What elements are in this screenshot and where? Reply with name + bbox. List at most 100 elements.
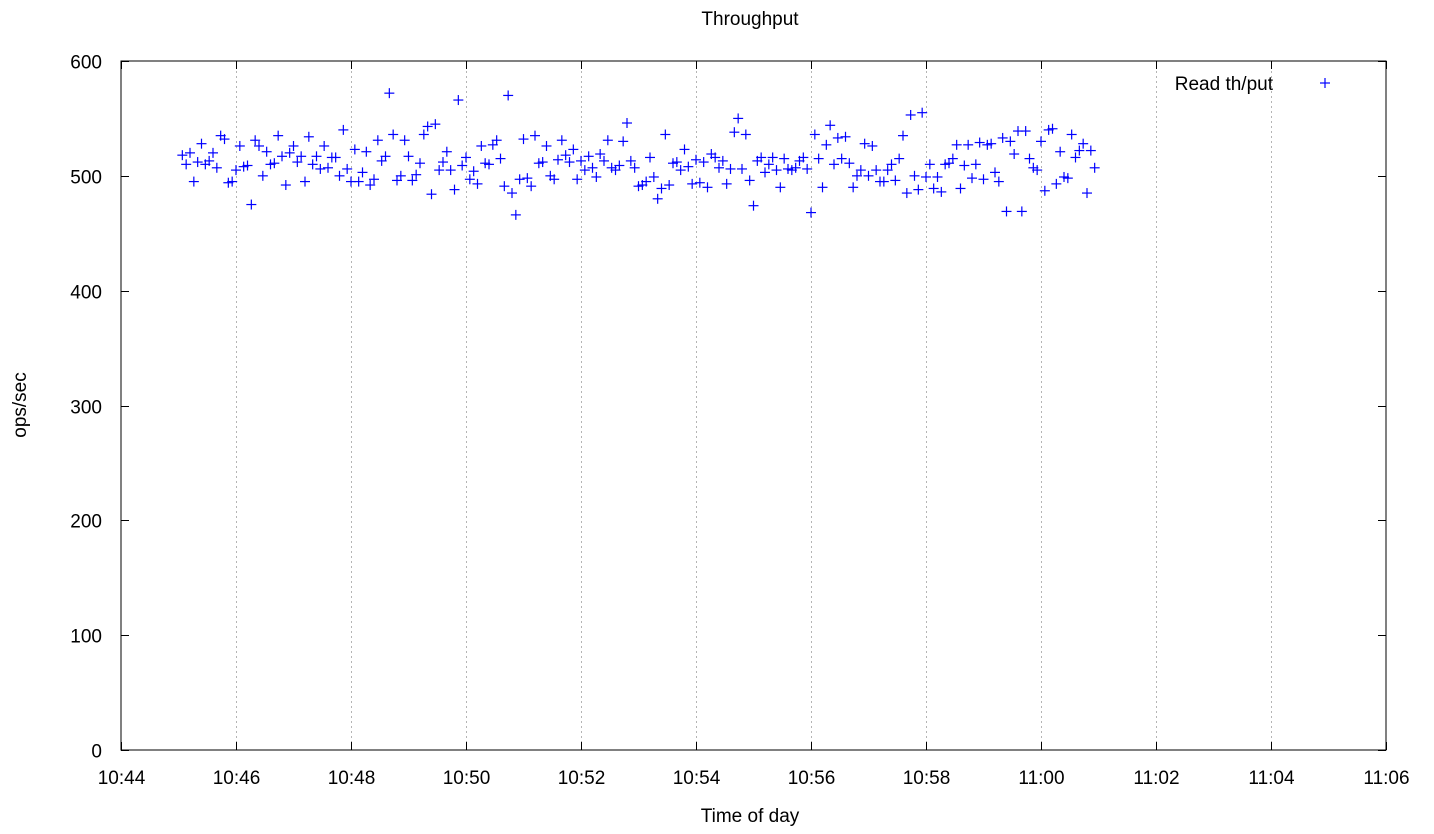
data-point xyxy=(1024,153,1035,164)
data-point xyxy=(898,130,908,141)
data-point xyxy=(208,147,218,158)
data-point xyxy=(269,158,280,169)
plot-frame xyxy=(120,60,1387,751)
data-point xyxy=(380,151,391,162)
data-point xyxy=(832,132,843,143)
data-point xyxy=(698,157,709,168)
data-point xyxy=(361,146,372,157)
data-point xyxy=(710,152,721,163)
data-point xyxy=(204,155,215,166)
data-point xyxy=(691,154,701,165)
data-point xyxy=(303,131,314,142)
data-point xyxy=(579,165,590,176)
y-axis-label: ops/sec xyxy=(10,372,31,437)
data-point xyxy=(242,160,253,171)
data-point xyxy=(441,146,452,157)
data-point xyxy=(993,176,1004,187)
data-point xyxy=(775,182,786,193)
y-tick-label: 600 xyxy=(70,53,102,74)
y-axis: 0 100 200 300 400 500 600 xyxy=(70,53,1386,763)
data-point xyxy=(1078,138,1089,149)
data-point xyxy=(211,162,222,173)
data-point xyxy=(349,144,360,155)
data-point xyxy=(188,176,199,187)
data-point xyxy=(1001,206,1012,217)
y-tick-label: 100 xyxy=(70,627,102,648)
data-point xyxy=(499,181,510,192)
data-point xyxy=(1009,149,1020,160)
data-point xyxy=(641,176,652,187)
data-point xyxy=(300,176,310,187)
data-point xyxy=(388,129,399,140)
data-point xyxy=(855,165,866,176)
y-tick-label: 0 xyxy=(91,742,102,763)
data-point xyxy=(652,193,663,204)
data-point xyxy=(664,180,675,191)
data-point xyxy=(595,149,606,160)
y-tick-label: 200 xyxy=(70,512,102,533)
data-point xyxy=(196,138,207,149)
data-point xyxy=(901,188,912,199)
data-point xyxy=(760,167,770,178)
data-point xyxy=(510,209,521,220)
data-point xyxy=(997,132,1008,143)
data-point xyxy=(890,175,901,186)
data-point xyxy=(660,129,671,140)
data-point xyxy=(959,160,970,171)
data-point xyxy=(507,188,517,199)
data-point xyxy=(886,159,897,170)
legend: Read th/put xyxy=(1175,74,1330,95)
data-point xyxy=(802,163,813,174)
data-point xyxy=(878,176,889,187)
data-point xyxy=(1039,185,1050,196)
data-point xyxy=(737,163,747,174)
data-point xyxy=(951,139,962,150)
data-point xyxy=(978,174,989,185)
data-point xyxy=(572,174,583,185)
data-point xyxy=(671,157,682,168)
data-point xyxy=(246,199,257,210)
data-point xyxy=(395,170,406,181)
data-point xyxy=(809,129,820,140)
x-tick-label: 10:50 xyxy=(443,768,491,789)
data-point xyxy=(932,171,943,182)
data-point xyxy=(342,163,353,174)
data-point xyxy=(338,124,349,135)
x-tick-label: 10:58 xyxy=(903,768,951,789)
data-point xyxy=(407,175,418,186)
data-point xyxy=(1074,145,1085,156)
data-point xyxy=(231,165,241,176)
data-point xyxy=(277,151,287,162)
data-point xyxy=(453,95,464,106)
data-point xyxy=(476,140,487,151)
data-point xyxy=(560,150,571,161)
data-point xyxy=(399,135,410,146)
data-point xyxy=(334,170,345,181)
data-point xyxy=(717,155,728,166)
data-point xyxy=(461,152,471,163)
x-axis: 10:44 10:46 10:48 10:50 10:52 10:54 10:56 10:58… xyxy=(98,61,1410,789)
data-point xyxy=(963,139,974,150)
x-tick-label: 10:46 xyxy=(213,768,261,789)
data-point xyxy=(384,88,395,99)
data-point xyxy=(491,135,502,146)
data-point xyxy=(254,140,264,151)
data-point xyxy=(967,173,977,184)
data-point xyxy=(763,159,774,170)
data-point xyxy=(687,178,698,189)
data-point xyxy=(280,180,291,191)
data-point xyxy=(675,165,686,176)
data-point xyxy=(1085,145,1096,156)
data-point xyxy=(947,153,958,164)
data-point xyxy=(177,150,188,161)
data-point xyxy=(909,170,920,181)
data-point xyxy=(836,153,847,164)
data-point xyxy=(767,152,778,163)
data-point xyxy=(403,151,414,162)
data-point xyxy=(1032,165,1043,176)
data-point xyxy=(905,109,916,120)
data-point xyxy=(1066,129,1077,140)
data-point xyxy=(522,173,533,184)
data-point xyxy=(537,157,548,168)
